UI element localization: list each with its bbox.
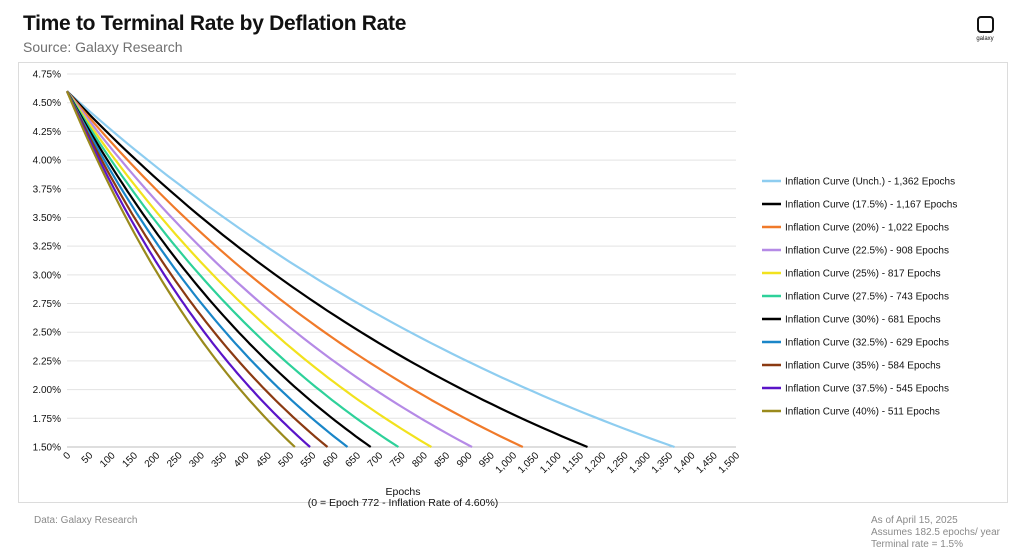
x-tick-label: 150 xyxy=(120,450,140,470)
series-line xyxy=(66,90,473,448)
x-tick-label: 750 xyxy=(388,450,408,470)
frame-bottom-border xyxy=(18,502,1008,503)
chart-title: Time to Terminal Rate by Deflation Rate xyxy=(23,12,407,35)
y-tick-label: 4.00% xyxy=(33,156,61,167)
x-tick-label: 650 xyxy=(343,450,363,470)
legend-label: Inflation Curve (35%) - 584 Epochs xyxy=(785,361,941,372)
x-tick-label: 350 xyxy=(210,450,230,470)
series-line xyxy=(66,90,675,449)
x-tick-label: 1,350 xyxy=(650,450,676,476)
legend-label: Inflation Curve (Unch.) - 1,362 Epochs xyxy=(785,177,955,188)
x-tick-label: 900 xyxy=(455,450,475,470)
x-tick-label: 1,200 xyxy=(583,450,609,476)
x-tick-label: 1,100 xyxy=(538,450,564,476)
series-lines xyxy=(65,90,675,449)
y-tick-label: 3.50% xyxy=(33,213,61,224)
y-tick-label: 4.50% xyxy=(33,98,61,109)
frame-top-border xyxy=(18,62,1008,63)
footer-terminal-rate: Terminal rate = 1.5% xyxy=(871,539,963,550)
frame-right-border xyxy=(1007,62,1008,502)
x-tick-label: 1,400 xyxy=(672,450,698,476)
y-tick-label: 3.25% xyxy=(33,242,61,253)
y-axis: 1.50% 1.75% 2.00% 2.25% 2.50% 2.75% 3.00% 3.25%… xyxy=(33,70,61,454)
y-tick-label: 1.50% xyxy=(33,443,61,454)
y-tick-label: 2.75% xyxy=(33,299,61,310)
x-tick-label: 1,050 xyxy=(516,450,542,476)
legend: Inflation Curve (Unch.) - 1,362 Epochs In… xyxy=(762,177,957,418)
x-tick-label: 600 xyxy=(321,450,341,470)
footer-assumption: Assumes 182.5 epochs/ year xyxy=(871,527,1000,538)
y-tick-label: 4.75% xyxy=(33,70,61,81)
series-line xyxy=(66,90,329,448)
x-tick-label: 550 xyxy=(299,450,319,470)
x-tick-label: 0 xyxy=(61,450,73,462)
frame-left-border xyxy=(18,62,19,502)
footer-notes: As of April 15, 2025 Assumes 182.5 epoch… xyxy=(871,515,1000,551)
legend-label: Inflation Curve (40%) - 511 Epochs xyxy=(785,407,940,418)
series-line xyxy=(66,90,524,448)
x-axis-label: Epochs xyxy=(385,486,420,498)
series-line xyxy=(66,90,400,448)
series-line xyxy=(66,90,349,448)
x-tick-label: 50 xyxy=(80,450,96,466)
legend-label: Inflation Curve (20%) - 1,022 Epochs xyxy=(785,223,949,234)
footer-date: As of April 15, 2025 xyxy=(871,515,958,526)
x-tick-label: 1,450 xyxy=(694,450,720,476)
legend-label: Inflation Curve (17.5%) - 1,167 Epochs xyxy=(785,200,957,211)
grid-lines xyxy=(67,73,736,448)
x-tick-label: 1,000 xyxy=(494,450,520,476)
chart-subtitle: Source: Galaxy Research xyxy=(23,39,183,55)
x-tick-label: 250 xyxy=(165,450,185,470)
x-tick-label: 850 xyxy=(433,450,453,470)
galaxy-logo-icon xyxy=(976,16,994,33)
legend-label: Inflation Curve (32.5%) - 629 Epochs xyxy=(785,338,949,349)
galaxy-logo: galaxy xyxy=(970,16,1000,42)
data-source-note: Data: Galaxy Research xyxy=(34,515,138,526)
x-tick-label: 200 xyxy=(143,450,163,470)
y-tick-label: 3.00% xyxy=(33,270,61,281)
legend-label: Inflation Curve (22.5%) - 908 Epochs xyxy=(785,246,949,257)
x-tick-label: 300 xyxy=(187,450,207,470)
legend-label: Inflation Curve (37.5%) - 545 Epochs xyxy=(785,384,949,395)
x-tick-label: 500 xyxy=(277,450,297,470)
x-tick-label: 400 xyxy=(232,450,252,470)
x-tick-label: 700 xyxy=(366,450,386,470)
x-tick-label: 450 xyxy=(254,450,274,470)
series-line xyxy=(65,90,296,448)
series-line xyxy=(66,90,588,449)
x-tick-label: 800 xyxy=(410,450,430,470)
series-line xyxy=(65,90,311,448)
y-tick-label: 3.75% xyxy=(33,184,61,195)
x-axis: 0 50 100 150 200 250 300 350 400 450 500 550 600 650 7… xyxy=(61,446,743,476)
x-tick-label: 1,300 xyxy=(627,450,653,476)
legend-label: Inflation Curve (30%) - 681 Epochs xyxy=(785,315,941,326)
y-tick-label: 2.50% xyxy=(33,328,61,339)
x-tick-label: 1,250 xyxy=(605,450,631,476)
x-tick-label: 1,500 xyxy=(717,450,743,476)
series-line xyxy=(66,90,372,448)
y-tick-label: 1.75% xyxy=(33,414,61,425)
series-line xyxy=(66,90,432,448)
y-tick-label: 2.25% xyxy=(33,356,61,367)
x-tick-label: 100 xyxy=(98,450,118,470)
legend-label: Inflation Curve (25%) - 817 Epochs xyxy=(785,269,941,280)
galaxy-logo-text: galaxy xyxy=(976,36,994,42)
x-axis-note: (0 = Epoch 772 - Inflation Rate of 4.60%… xyxy=(308,497,499,509)
y-tick-label: 4.25% xyxy=(33,127,61,138)
x-tick-label: 1,150 xyxy=(561,450,587,476)
y-tick-label: 2.00% xyxy=(33,385,61,396)
legend-label: Inflation Curve (27.5%) - 743 Epochs xyxy=(785,292,949,303)
